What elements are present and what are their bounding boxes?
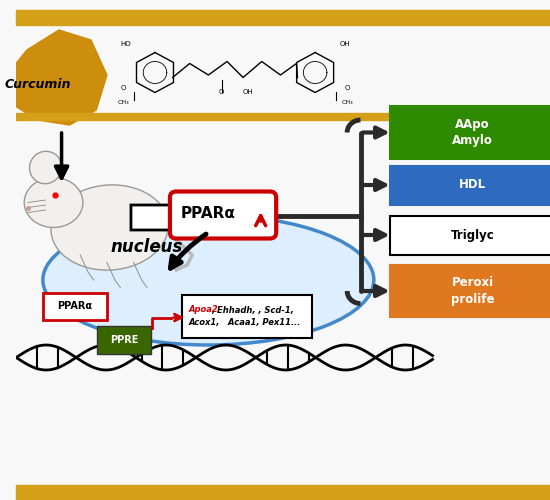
Text: Acox1,   Acaa1, Pex11...: Acox1, Acaa1, Pex11... [188,318,300,328]
Ellipse shape [51,185,168,270]
Text: PPARα: PPARα [181,206,236,222]
Text: HDL: HDL [459,178,486,192]
Polygon shape [0,30,107,125]
Text: OH: OH [339,42,350,48]
FancyBboxPatch shape [170,192,276,238]
Ellipse shape [24,178,83,228]
Text: CH₃: CH₃ [117,100,129,104]
FancyBboxPatch shape [43,292,107,320]
FancyBboxPatch shape [390,216,550,254]
Text: Triglyc: Triglyc [450,228,494,241]
Text: CH₃: CH₃ [342,100,353,104]
Text: HO: HO [120,42,131,48]
Text: OH: OH [243,88,254,94]
Ellipse shape [30,152,62,184]
Bar [16,10,550,25]
Text: Apoa2: Apoa2 [188,306,218,314]
Text: nucleus: nucleus [111,238,183,256]
FancyBboxPatch shape [390,106,550,159]
Text: Curcumin: Curcumin [4,78,71,92]
Text: O: O [120,85,125,91]
FancyBboxPatch shape [97,326,151,354]
Ellipse shape [43,215,374,345]
FancyBboxPatch shape [390,166,550,204]
Bar [16,112,454,120]
Text: Peroxi
prolife: Peroxi prolife [451,276,494,306]
Text: O: O [344,85,350,91]
FancyArrow shape [131,200,192,235]
Bar [16,485,550,500]
Text: O: O [219,88,224,94]
FancyBboxPatch shape [390,265,550,318]
Text: AApo
Amylo: AApo Amylo [452,118,493,147]
Text: PPRE: PPRE [110,335,138,345]
FancyBboxPatch shape [182,295,312,338]
Text: PPARα: PPARα [57,301,92,311]
Text: , Ehhadh, , Scd-1,: , Ehhadh, , Scd-1, [211,306,294,314]
